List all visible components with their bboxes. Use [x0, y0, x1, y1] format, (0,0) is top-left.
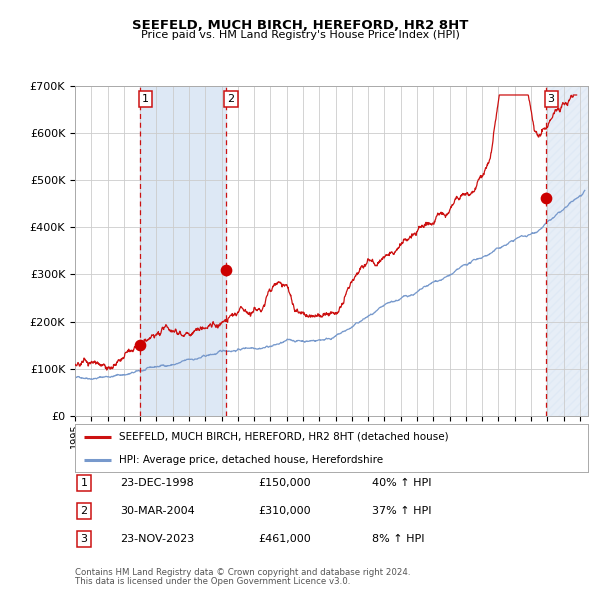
Text: 23-NOV-2023: 23-NOV-2023 — [120, 535, 194, 544]
Bar — [545, 86, 588, 416]
Text: This data is licensed under the Open Government Licence v3.0.: This data is licensed under the Open Gov… — [75, 578, 350, 586]
Text: Contains HM Land Registry data © Crown copyright and database right 2024.: Contains HM Land Registry data © Crown c… — [75, 568, 410, 577]
Text: 3: 3 — [80, 535, 88, 544]
Text: HPI: Average price, detached house, Herefordshire: HPI: Average price, detached house, Here… — [119, 455, 383, 465]
Point — [221, 265, 230, 274]
Text: Price paid vs. HM Land Registry's House Price Index (HPI): Price paid vs. HM Land Registry's House … — [140, 30, 460, 40]
Text: SEEFELD, MUCH BIRCH, HEREFORD, HR2 8HT: SEEFELD, MUCH BIRCH, HEREFORD, HR2 8HT — [132, 19, 468, 32]
Text: 37% ↑ HPI: 37% ↑ HPI — [372, 506, 431, 516]
Text: 40% ↑ HPI: 40% ↑ HPI — [372, 478, 431, 487]
Text: 23-DEC-1998: 23-DEC-1998 — [120, 478, 194, 487]
Text: 2: 2 — [227, 94, 235, 104]
Text: 1: 1 — [80, 478, 88, 487]
Bar — [140, 86, 226, 416]
Text: £150,000: £150,000 — [258, 478, 311, 487]
Point — [541, 194, 550, 203]
Point — [135, 340, 145, 350]
Text: 2: 2 — [80, 506, 88, 516]
Text: 3: 3 — [548, 94, 554, 104]
Text: 8% ↑ HPI: 8% ↑ HPI — [372, 535, 425, 544]
Text: 30-MAR-2004: 30-MAR-2004 — [120, 506, 195, 516]
Text: £310,000: £310,000 — [258, 506, 311, 516]
Text: 1: 1 — [142, 94, 149, 104]
Text: £461,000: £461,000 — [258, 535, 311, 544]
Text: SEEFELD, MUCH BIRCH, HEREFORD, HR2 8HT (detached house): SEEFELD, MUCH BIRCH, HEREFORD, HR2 8HT (… — [119, 432, 448, 442]
